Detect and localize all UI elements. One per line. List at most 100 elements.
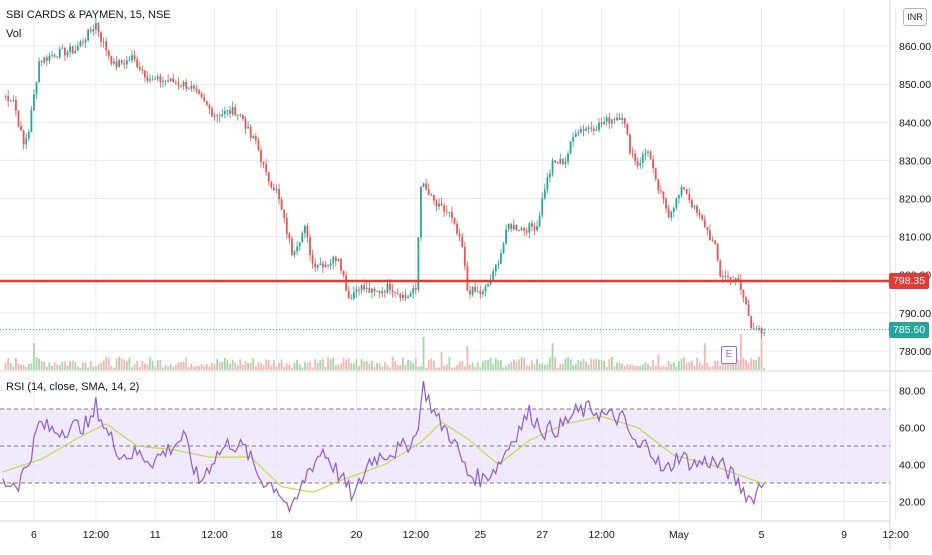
candle bbox=[383, 291, 386, 293]
rsi-legend[interactable]: RSI (14, close, SMA, 14, 2) bbox=[6, 381, 140, 393]
volume-bar bbox=[737, 359, 740, 370]
candle bbox=[285, 218, 288, 235]
time-tick-label: 20 bbox=[351, 529, 363, 541]
volume-bar bbox=[629, 364, 631, 370]
volume-bar bbox=[221, 362, 224, 370]
volume-bar bbox=[275, 366, 278, 370]
candle bbox=[131, 55, 133, 61]
candle bbox=[316, 265, 319, 268]
volume-bar bbox=[458, 361, 461, 370]
price-tick-label: 790.00 bbox=[899, 308, 931, 320]
volume-bar bbox=[358, 365, 360, 370]
volume-bar bbox=[538, 363, 541, 370]
candle bbox=[102, 41, 105, 43]
volume-bar bbox=[432, 360, 435, 370]
candle bbox=[595, 130, 598, 131]
volume-bar bbox=[378, 363, 381, 370]
candle bbox=[543, 189, 546, 199]
volume-bar bbox=[626, 363, 629, 370]
candle bbox=[273, 187, 275, 191]
volume-bar bbox=[649, 366, 652, 370]
volume-bar bbox=[678, 361, 680, 370]
candle bbox=[378, 291, 381, 294]
volume-bar bbox=[750, 358, 753, 370]
volume-bar bbox=[257, 362, 260, 370]
candle bbox=[644, 152, 647, 155]
volume-bar bbox=[324, 366, 327, 370]
candle bbox=[125, 60, 128, 65]
volume-bar bbox=[693, 366, 696, 370]
candle bbox=[376, 291, 378, 293]
volume-bar bbox=[453, 367, 456, 370]
volume-bar bbox=[383, 361, 386, 370]
support-price-tag: 798.35 bbox=[889, 273, 929, 290]
volume-bar bbox=[363, 361, 366, 370]
candle bbox=[118, 60, 120, 67]
candle bbox=[747, 304, 750, 316]
volume-bar bbox=[711, 366, 714, 370]
volume-bar bbox=[451, 367, 453, 370]
volume-bar bbox=[4, 362, 7, 370]
volume-bar bbox=[352, 363, 355, 370]
volume-bar bbox=[657, 355, 660, 370]
candle bbox=[693, 206, 696, 208]
volume-bar bbox=[698, 361, 701, 370]
time-tick-label: 12:00 bbox=[403, 529, 429, 541]
candle bbox=[546, 177, 549, 190]
volume-bar bbox=[719, 365, 722, 370]
candle bbox=[208, 104, 211, 109]
volume-bar bbox=[218, 362, 221, 370]
volume-bar bbox=[404, 365, 407, 370]
volume-bar bbox=[146, 364, 149, 370]
volume-bar bbox=[500, 359, 502, 370]
volume-bar bbox=[592, 359, 595, 370]
volume-bar bbox=[445, 364, 448, 370]
currency-badge[interactable]: INR bbox=[903, 8, 927, 26]
volume-bar bbox=[389, 367, 391, 370]
volume-bar bbox=[386, 365, 389, 370]
candle bbox=[381, 291, 384, 294]
volume-bar bbox=[306, 362, 309, 370]
candle bbox=[9, 100, 12, 102]
volume-bar bbox=[616, 362, 618, 370]
volume-bar bbox=[350, 363, 353, 370]
volume-bar bbox=[714, 360, 716, 370]
volume-bar bbox=[479, 367, 482, 370]
earnings-marker[interactable]: E bbox=[720, 346, 737, 364]
volume-bar bbox=[690, 360, 693, 370]
candle bbox=[660, 190, 662, 192]
volume-bar bbox=[87, 367, 90, 370]
volume-bar bbox=[396, 364, 399, 370]
volume-bar bbox=[688, 362, 691, 370]
volume-bar bbox=[763, 367, 765, 370]
candle bbox=[327, 264, 329, 266]
volume-legend[interactable]: Vol bbox=[6, 28, 22, 40]
volume-bar bbox=[512, 359, 515, 370]
candle bbox=[151, 78, 154, 80]
candle bbox=[623, 118, 626, 125]
volume-bar bbox=[758, 357, 760, 370]
candle bbox=[652, 159, 655, 169]
candle bbox=[76, 46, 79, 51]
candle bbox=[396, 292, 399, 294]
volume-bar bbox=[414, 358, 417, 370]
candle bbox=[685, 189, 688, 195]
volume-bar bbox=[551, 343, 554, 370]
candle bbox=[177, 83, 180, 86]
candle bbox=[394, 292, 397, 293]
candle bbox=[164, 80, 167, 82]
candle bbox=[580, 129, 582, 133]
candle bbox=[479, 291, 482, 295]
candle bbox=[288, 234, 291, 239]
candle bbox=[205, 101, 208, 105]
candle bbox=[556, 162, 559, 164]
volume-bar bbox=[582, 358, 585, 370]
symbol-title[interactable]: SBI CARDS & PAYMEN, 15, NSE bbox=[6, 9, 171, 21]
candle bbox=[231, 107, 234, 114]
volume-bar bbox=[211, 363, 213, 370]
candle bbox=[141, 69, 144, 71]
candle bbox=[66, 51, 69, 56]
candle bbox=[221, 114, 224, 117]
